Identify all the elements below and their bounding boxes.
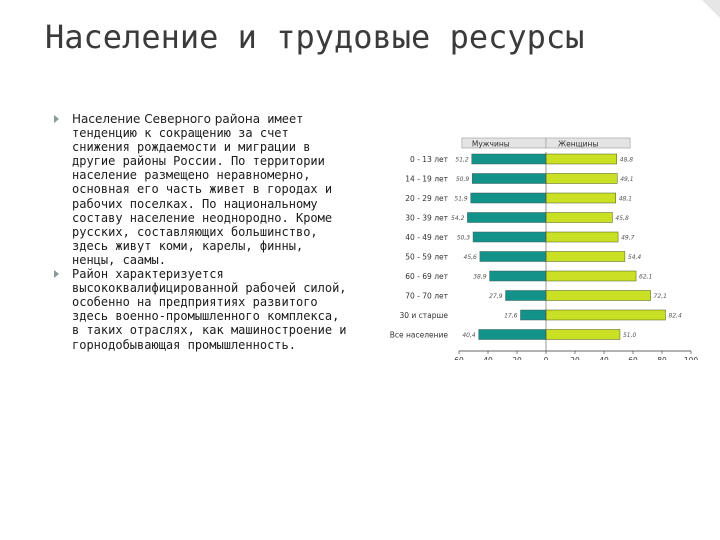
category-label: 14 - 19 лет	[405, 175, 448, 184]
women-bar	[545, 329, 621, 340]
x-tick-label: 100	[684, 356, 699, 360]
bullet-text: Район характеризуется высококвалифициров…	[72, 267, 347, 352]
category-label: 30 - 39 лет	[405, 214, 448, 223]
men-bar	[467, 212, 547, 223]
men-value-label: 40,4	[462, 332, 476, 339]
category-label: 50 - 59 лет	[405, 253, 448, 262]
x-tick-label: 40	[483, 356, 493, 360]
men-value-label: 51,9	[454, 196, 468, 203]
bullet-arrow-icon	[54, 115, 59, 123]
category-label: 20 - 29 лет	[405, 194, 448, 203]
women-bar	[545, 309, 666, 321]
bullet-item: Население Северного района имеет тенденц…	[52, 112, 352, 267]
x-tick-label: 60	[628, 356, 638, 360]
category-label: 0 - 13 лет	[410, 155, 449, 164]
x-tick-label: 80	[657, 356, 667, 360]
women-value-label: 45,8	[615, 215, 629, 222]
x-tick-label: 20	[570, 356, 580, 360]
x-tick-label: 60	[454, 356, 464, 360]
x-tick-label: 0	[544, 356, 549, 360]
women-value-label: 49,1	[620, 176, 633, 183]
women-value-label: 49,7	[621, 235, 635, 242]
men-value-label: 27,9	[489, 293, 503, 300]
men-bar	[471, 173, 547, 184]
men-bar	[505, 290, 547, 301]
women-bar	[545, 290, 651, 301]
men-bar	[471, 153, 547, 165]
bullet-arrow-icon	[54, 270, 59, 279]
women-bar	[545, 231, 619, 243]
women-value-label: 82,4	[668, 313, 682, 320]
men-value-label: 50,3	[457, 235, 471, 242]
corner-decoration	[702, 0, 720, 18]
men-bar	[478, 329, 547, 340]
women-value-label: 72,1	[654, 293, 667, 300]
women-bar	[545, 153, 618, 165]
category-label: 70 - 70 лет	[405, 292, 448, 301]
population-chart-svg: Мужчины Женщины 0 - 13 лет 51,2 48,8 14 - 19 …	[390, 137, 699, 365]
bullet-list: Население Северного района имеет тенденц…	[52, 112, 352, 352]
men-value-label: 45,6	[464, 254, 478, 261]
women-value-label: 48,8	[620, 157, 634, 164]
x-tick-label: 20	[512, 356, 522, 360]
women-bar	[545, 212, 613, 223]
women-bar	[545, 251, 626, 262]
category-label: 60 - 69 лет	[405, 272, 448, 281]
women-bar	[545, 270, 637, 282]
men-value-label: 50,9	[456, 176, 470, 183]
men-value-label: 38,9	[473, 274, 487, 281]
bullet-item: Район характеризуется высококвалифициров…	[52, 267, 352, 352]
men-bar	[479, 251, 547, 262]
women-value-label: 48,1	[619, 196, 632, 203]
population-chart: Мужчины Женщины 0 - 13 лет 51,2 48,8 14 - 19 …	[370, 132, 700, 365]
men-value-label: 54,2	[451, 215, 465, 222]
legend-box	[545, 137, 631, 149]
women-value-label: 62,1	[639, 274, 652, 281]
legend-women: Женщины	[558, 140, 598, 149]
men-bar	[520, 309, 547, 321]
category-label: Все население	[390, 331, 449, 340]
men-bar	[489, 270, 547, 282]
men-value-label: 17,6	[504, 313, 518, 320]
women-bar	[545, 192, 616, 204]
slide-title: Население и трудовые ресурсы	[45, 18, 585, 56]
bullet-highlight: Население Северного района	[72, 112, 261, 126]
men-value-label: 51,2	[455, 157, 469, 164]
men-bar	[472, 231, 547, 243]
category-label: 40 - 49 лет	[405, 233, 448, 242]
women-value-label: 54,4	[628, 254, 642, 261]
bullet-text: имеет тенденцию к сокращению за счет сни…	[72, 112, 333, 267]
category-label: 30 и старше	[399, 311, 448, 320]
legend-men: Мужчины	[472, 140, 510, 149]
men-bar	[470, 192, 547, 204]
x-tick-label: 40	[599, 356, 609, 360]
women-bar	[545, 173, 618, 184]
women-value-label: 51,0	[623, 332, 637, 339]
